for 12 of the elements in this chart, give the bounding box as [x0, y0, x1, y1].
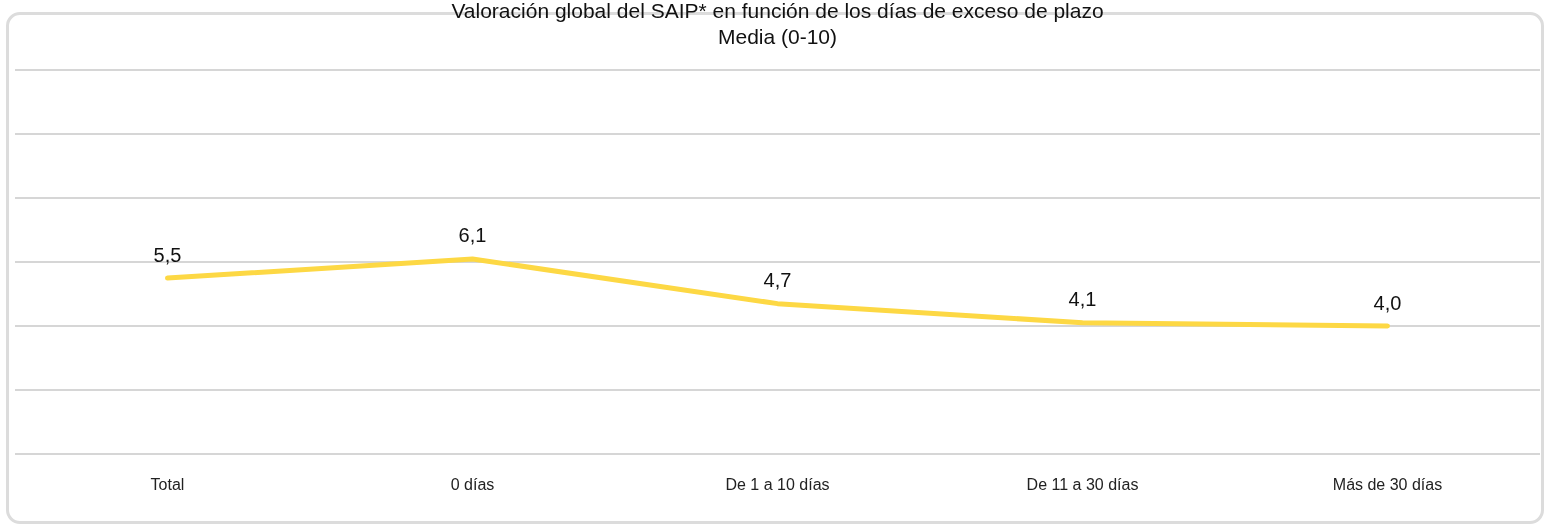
data-label: 5,5	[153, 243, 182, 266]
data-label: 6,1	[458, 224, 487, 247]
data-label: 4,7	[763, 269, 792, 292]
data-label: 4,1	[1068, 288, 1097, 311]
x-tick-label: De 11 a 30 días	[1026, 475, 1139, 493]
x-tick-label: Más de 30 días	[1332, 475, 1443, 493]
chart-title: Valoración global del SAIP* en función de los días de exceso de plazo	[451, 0, 1104, 23]
x-tick-label: De 1 a 10 días	[725, 475, 830, 493]
data-label: 4,0	[1373, 291, 1402, 314]
x-tick-label: Total	[150, 475, 185, 493]
chart-subtitle: Media (0-10)	[717, 24, 838, 48]
x-tick-label: 0 días	[450, 475, 495, 493]
